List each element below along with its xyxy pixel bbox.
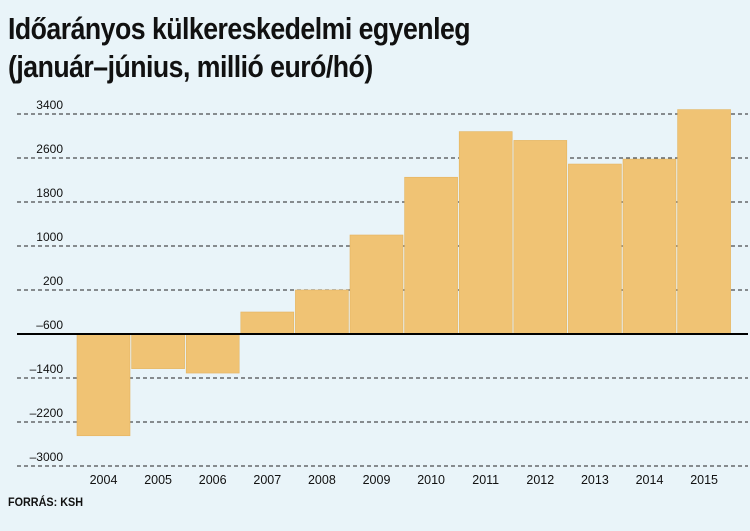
y-tick-label: –600 <box>36 318 63 332</box>
x-tick-label: 2008 <box>308 473 336 487</box>
bar-2007 <box>240 311 295 335</box>
chart-title-line-1: Időarányos külkereskedelmi egyenleg <box>8 11 471 46</box>
y-tick-label: 200 <box>43 274 63 288</box>
x-tick-label: 2013 <box>581 473 609 487</box>
source-note: FORRÁS: KSH <box>8 495 84 509</box>
y-tick-label: –1400 <box>30 362 64 376</box>
bar-2010 <box>404 176 458 335</box>
bar-2009 <box>349 234 404 335</box>
x-tick-label: 2010 <box>417 473 445 487</box>
x-tick-label: 2007 <box>253 473 281 487</box>
x-tick-label: 2012 <box>526 473 554 487</box>
bars <box>76 109 731 437</box>
bar-2014 <box>622 158 677 335</box>
y-tick-label: 2600 <box>36 142 63 156</box>
bar-2005 <box>131 333 185 369</box>
bar-2004 <box>76 333 131 437</box>
bar-2015 <box>677 109 731 335</box>
y-tick-label: 3400 <box>36 98 63 112</box>
y-tick-label: –2200 <box>30 406 64 420</box>
y-tick-label: 1800 <box>36 186 63 200</box>
x-tick-label: 2009 <box>363 473 391 487</box>
y-tick-label: –3000 <box>30 450 64 464</box>
x-axis-tick-labels: 2004 2005 2006 2007 2008 2009 2010 2011 2012 2013… <box>90 473 718 487</box>
chart-title-line-2: (január–június, millió euró/hó) <box>8 49 373 84</box>
chart-title: Időarányos külkereskedelmi egyenleg (jan… <box>8 10 471 86</box>
bar-2013 <box>568 163 622 335</box>
x-tick-label: 2005 <box>144 473 172 487</box>
bar-2011 <box>458 131 513 335</box>
x-tick-label: 2011 <box>472 473 499 487</box>
x-tick-label: 2014 <box>636 473 664 487</box>
bar-2008 <box>295 289 349 335</box>
x-tick-label: 2015 <box>690 473 718 487</box>
bar-2006 <box>185 333 240 374</box>
x-tick-label: 2004 <box>90 473 118 487</box>
y-axis-tick-labels: 3400 2600 1800 1000 200 –600 –1400 –2200 –3000 <box>30 98 64 464</box>
y-tick-label: 1000 <box>36 230 63 244</box>
bar-2012 <box>513 140 568 335</box>
x-tick-label: 2006 <box>199 473 227 487</box>
